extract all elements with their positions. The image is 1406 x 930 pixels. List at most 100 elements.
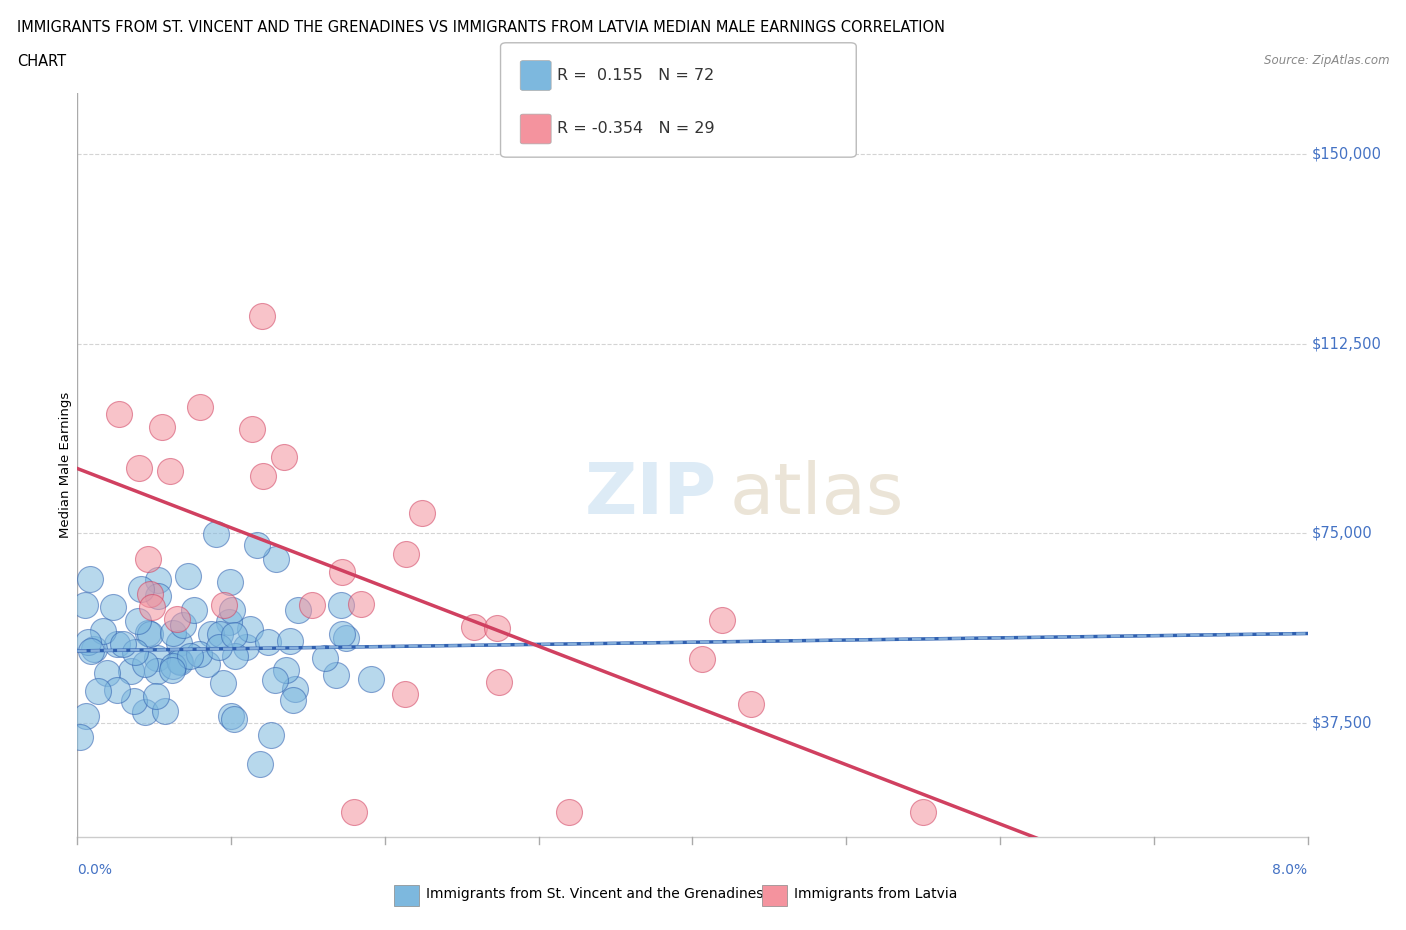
Point <box>87 684 110 698</box>
Point <box>219 575 242 590</box>
Point <box>740 697 762 711</box>
Y-axis label: Median Male Earnings: Median Male Earnings <box>59 392 72 538</box>
Point <box>343 804 366 819</box>
Point <box>166 612 188 627</box>
Point <box>350 597 373 612</box>
Point <box>264 672 287 687</box>
Text: IMMIGRANTS FROM ST. VINCENT AND THE GRENADINES VS IMMIGRANTS FROM LATVIA MEDIAN : IMMIGRANTS FROM ST. VINCENT AND THE GREN… <box>17 20 945 35</box>
Point <box>219 709 242 724</box>
Point <box>330 627 353 642</box>
Point <box>179 648 201 663</box>
Point <box>276 662 298 677</box>
Point <box>169 655 191 670</box>
Point <box>136 551 159 566</box>
Point <box>250 308 273 323</box>
Point <box>129 581 152 596</box>
Point <box>139 587 162 602</box>
Text: 8.0%: 8.0% <box>1272 863 1308 877</box>
Point <box>105 683 128 698</box>
Point <box>138 626 160 641</box>
Point <box>207 640 229 655</box>
Point <box>195 657 218 671</box>
Point <box>360 671 382 686</box>
Point <box>141 599 163 614</box>
Point <box>329 598 352 613</box>
Point <box>183 602 205 617</box>
Point <box>91 623 114 638</box>
Point <box>145 688 167 703</box>
Text: Immigrants from Latvia: Immigrants from Latvia <box>794 886 957 901</box>
Point <box>167 653 190 668</box>
Point <box>205 526 228 541</box>
Point <box>172 618 194 632</box>
Text: ZIP: ZIP <box>585 460 717 529</box>
Point <box>325 668 347 683</box>
Point <box>96 666 118 681</box>
Point <box>692 651 714 666</box>
Point <box>146 650 169 665</box>
Point <box>134 705 156 720</box>
Point <box>222 711 245 726</box>
Point <box>395 547 418 562</box>
Point <box>212 597 235 612</box>
Point <box>76 634 98 649</box>
Point <box>167 636 190 651</box>
Point <box>80 644 103 658</box>
Point <box>315 650 337 665</box>
Point <box>224 649 246 664</box>
Point <box>485 621 508 636</box>
Point <box>242 422 264 437</box>
Point <box>111 636 134 651</box>
Point <box>264 551 287 566</box>
Point <box>330 565 353 579</box>
Point <box>146 573 169 588</box>
Text: Immigrants from St. Vincent and the Grenadines: Immigrants from St. Vincent and the Gren… <box>426 886 763 901</box>
Point <box>912 804 935 819</box>
Point <box>239 621 262 636</box>
Point <box>127 614 149 629</box>
Point <box>150 419 173 434</box>
Point <box>176 568 198 583</box>
Point <box>222 628 245 643</box>
Text: R = -0.354   N = 29: R = -0.354 N = 29 <box>557 122 714 137</box>
Text: R =  0.155   N = 72: R = 0.155 N = 72 <box>557 68 714 83</box>
Point <box>134 657 156 671</box>
Point <box>79 571 101 586</box>
Point <box>208 627 231 642</box>
Point <box>221 603 243 618</box>
Point <box>153 704 176 719</box>
Text: $37,500: $37,500 <box>1312 715 1372 731</box>
Point <box>107 407 129 422</box>
Point <box>394 686 416 701</box>
Point <box>335 631 357 646</box>
Point <box>128 460 150 475</box>
Point <box>246 538 269 552</box>
Point <box>139 627 162 642</box>
Point <box>287 603 309 618</box>
Point <box>211 675 233 690</box>
Point <box>188 399 212 414</box>
Point <box>558 804 581 819</box>
Text: $112,500: $112,500 <box>1312 336 1382 351</box>
Point <box>281 693 304 708</box>
Point <box>235 640 257 655</box>
Point <box>83 642 105 657</box>
Point <box>75 709 97 724</box>
Text: 0.0%: 0.0% <box>77 863 112 877</box>
Point <box>463 619 485 634</box>
Text: $75,000: $75,000 <box>1312 525 1372 541</box>
Point <box>146 664 169 679</box>
Point <box>411 506 433 521</box>
Point <box>218 615 240 630</box>
Point <box>162 659 184 674</box>
Point <box>273 449 295 464</box>
Point <box>103 600 125 615</box>
Point <box>122 694 145 709</box>
Point <box>280 633 302 648</box>
Point <box>284 682 307 697</box>
Point <box>252 468 274 483</box>
Point <box>73 598 96 613</box>
Point <box>146 588 169 603</box>
Point <box>162 626 184 641</box>
Point <box>711 612 734 627</box>
